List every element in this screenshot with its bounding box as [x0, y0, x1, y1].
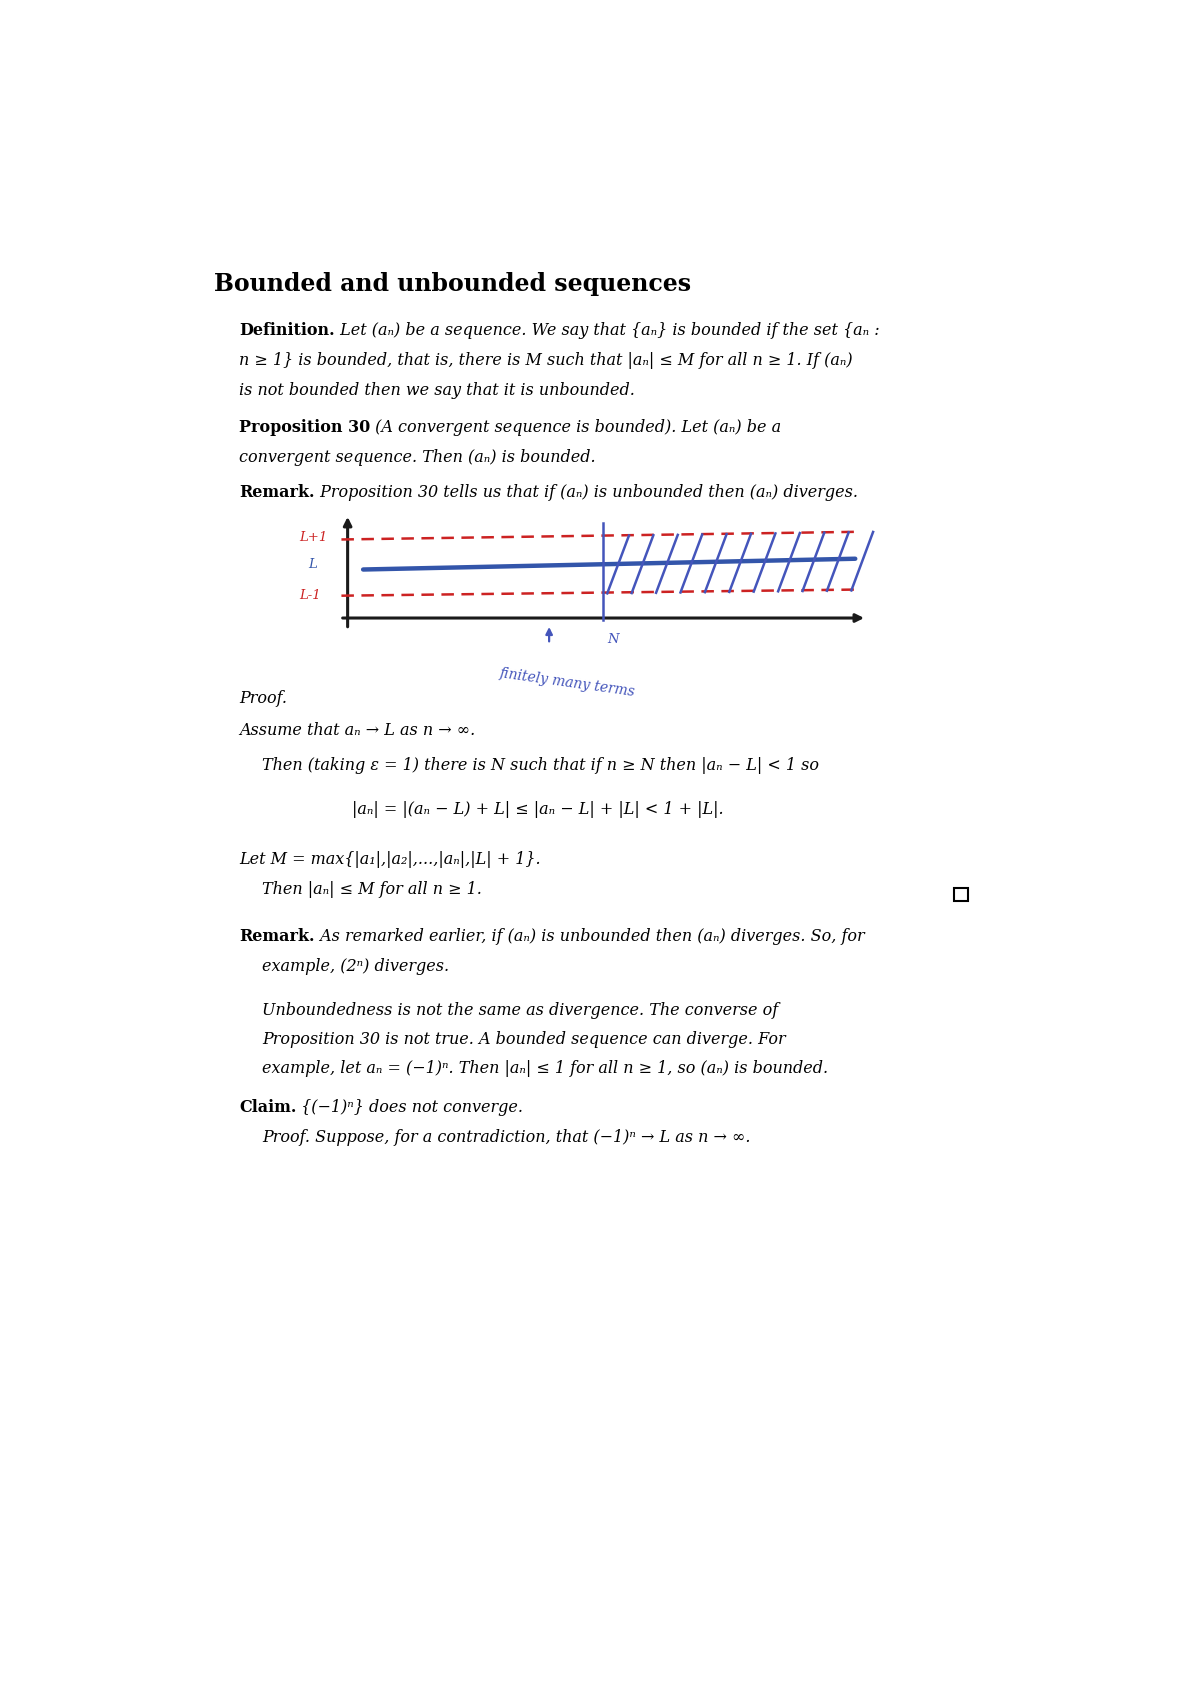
- Text: Then (taking ε = 1) there is N such that if n ≥ N then |aₙ − L| < 1 so: Then (taking ε = 1) there is N such that…: [263, 757, 820, 774]
- Text: Definition.: Definition.: [239, 321, 335, 338]
- Bar: [954, 888, 967, 902]
- Text: Proof.: Proof.: [239, 689, 287, 706]
- Text: Then |aₙ| ≤ M for all n ≥ 1.: Then |aₙ| ≤ M for all n ≥ 1.: [263, 881, 482, 898]
- Text: As remarked earlier, if (aₙ) is unbounded then (aₙ) diverges. So, for: As remarked earlier, if (aₙ) is unbounde…: [314, 929, 864, 946]
- Text: Proposition 30: Proposition 30: [239, 419, 371, 436]
- Text: (A convergent sequence is bounded). Let (aₙ) be a: (A convergent sequence is bounded). Let …: [371, 419, 781, 436]
- Text: Remark.: Remark.: [239, 929, 314, 946]
- Text: Let M = max{|a₁|,|a₂|,...,|aₙ|,|L| + 1}.: Let M = max{|a₁|,|a₂|,...,|aₙ|,|L| + 1}.: [239, 851, 541, 868]
- Text: Proof. Suppose, for a contradiction, that (−1)ⁿ → L as n → ∞.: Proof. Suppose, for a contradiction, tha…: [263, 1129, 751, 1146]
- Text: |aₙ| = |(aₙ − L) + L| ≤ |aₙ − L| + |L| < 1 + |L|.: |aₙ| = |(aₙ − L) + L| ≤ |aₙ − L| + |L| <…: [352, 801, 724, 818]
- Text: L+1: L+1: [299, 531, 328, 545]
- Text: example, (2ⁿ) diverges.: example, (2ⁿ) diverges.: [263, 958, 450, 975]
- Text: convergent sequence. Then (aₙ) is bounded.: convergent sequence. Then (aₙ) is bounde…: [239, 448, 595, 465]
- Text: L: L: [308, 559, 317, 572]
- Text: is not bounded then we say that it is unbounded.: is not bounded then we say that it is un…: [239, 382, 635, 399]
- Text: Proposition 30 is not true. A bounded sequence can diverge. For: Proposition 30 is not true. A bounded se…: [263, 1031, 786, 1048]
- Text: Unboundedness is not the same as divergence. The converse of: Unboundedness is not the same as diverge…: [263, 1002, 779, 1019]
- Text: Claim.: Claim.: [239, 1099, 296, 1116]
- Text: Let (aₙ) be a sequence. We say that {aₙ} is bounded if the set {aₙ :: Let (aₙ) be a sequence. We say that {aₙ}…: [335, 321, 880, 338]
- Text: example, let aₙ = (−1)ⁿ. Then |aₙ| ≤ 1 for all n ≥ 1, so (aₙ) is bounded.: example, let aₙ = (−1)ⁿ. Then |aₙ| ≤ 1 f…: [263, 1060, 828, 1077]
- Text: n ≥ 1} is bounded, that is, there is M such that |aₙ| ≤ M for all n ≥ 1. If (aₙ): n ≥ 1} is bounded, that is, there is M s…: [239, 353, 853, 370]
- Text: {(−1)ⁿ} does not converge.: {(−1)ⁿ} does not converge.: [296, 1099, 523, 1116]
- Text: L-1: L-1: [299, 589, 320, 603]
- Text: finitely many terms: finitely many terms: [499, 666, 636, 698]
- Text: Bounded and unbounded sequences: Bounded and unbounded sequences: [214, 272, 691, 295]
- Text: N: N: [607, 633, 619, 645]
- Text: Proposition 30 tells us that if (aₙ) is unbounded then (aₙ) diverges.: Proposition 30 tells us that if (aₙ) is …: [314, 484, 858, 501]
- Text: Remark.: Remark.: [239, 484, 314, 501]
- Text: Assume that aₙ → L as n → ∞.: Assume that aₙ → L as n → ∞.: [239, 722, 475, 739]
